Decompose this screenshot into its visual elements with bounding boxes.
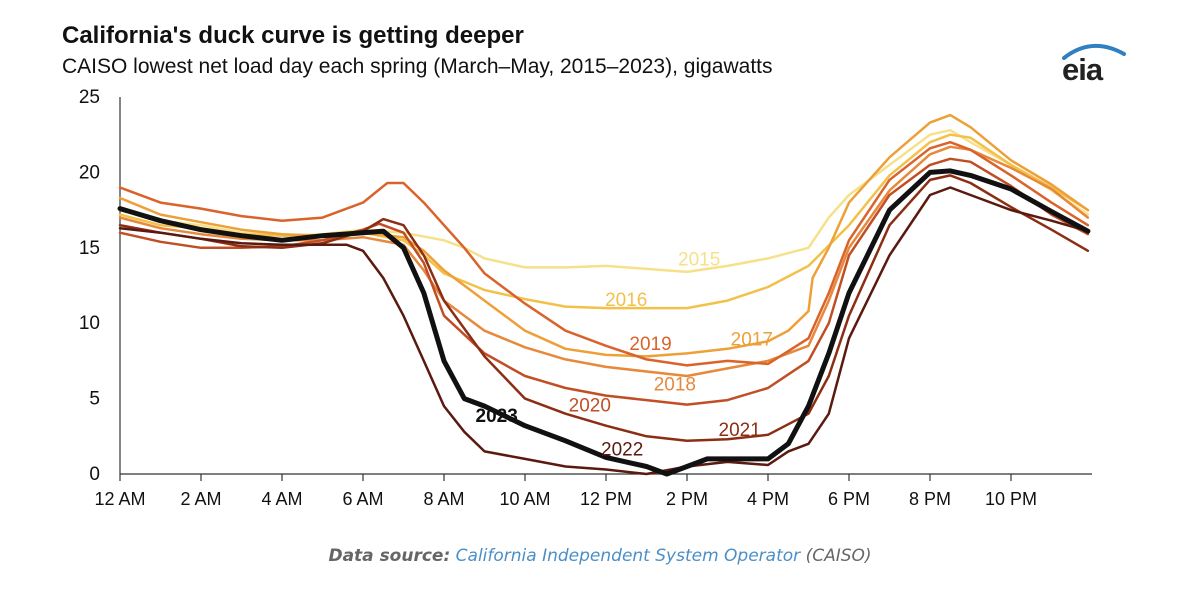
series-label-2015: 2015: [678, 249, 720, 270]
series-label-2023: 2023: [476, 406, 518, 427]
series-lines: [117, 113, 1091, 477]
x-tick-label: 12 PM: [580, 489, 632, 509]
eia-logo: eia: [1058, 40, 1130, 88]
series-label-2022: 2022: [601, 439, 643, 460]
source-label: Data source:: [328, 546, 451, 566]
series-line-2023: [117, 168, 1091, 477]
series-label-2019: 2019: [629, 334, 671, 355]
series-line-2020: [118, 157, 1090, 406]
x-tick-label: 2 AM: [180, 489, 221, 509]
x-tick-label: 10 PM: [985, 489, 1037, 509]
y-tick-label: 25: [79, 87, 100, 108]
x-tick-label: 6 AM: [342, 489, 383, 509]
series-line-2022: [118, 186, 1090, 476]
chart-subtitle: CAISO lowest net load day each spring (M…: [62, 55, 773, 78]
series-label-2016: 2016: [605, 290, 647, 311]
x-tick-label: 4 AM: [261, 489, 302, 509]
series-line-2019: [118, 140, 1090, 367]
x-axis-ticks: 12 AM 2 AM 4 AM 6 AM 8 AM 10 AM 12 PM 2 PM 4 PM 6…: [94, 474, 1037, 509]
x-tick-label: 2 PM: [666, 489, 708, 509]
x-tick-label: 4 PM: [747, 489, 789, 509]
x-tick-label: 10 AM: [499, 489, 550, 509]
duck-curve-chart: 12 AM 2 AM 4 AM 6 AM 8 AM 10 AM 12 PM 2 PM 4 PM 6…: [79, 87, 1092, 509]
logo-text: eia: [1062, 52, 1103, 87]
series-label-2017: 2017: [731, 329, 773, 350]
x-tick-label: 12 AM: [94, 489, 145, 509]
series-label-2021: 2021: [719, 420, 761, 441]
series-line-2018: [118, 145, 1090, 378]
y-tick-label: 10: [79, 313, 100, 334]
y-tick-label: 0: [89, 464, 100, 485]
source-suffix: (CAISO): [805, 546, 872, 566]
y-tick-label: 20: [79, 162, 100, 183]
series-label-2018: 2018: [654, 375, 696, 396]
y-tick-label: 15: [79, 238, 100, 259]
y-tick-label: 5: [89, 389, 100, 410]
x-tick-label: 8 AM: [423, 489, 464, 509]
x-tick-label: 6 PM: [828, 489, 870, 509]
series-label-2020: 2020: [569, 396, 611, 417]
y-axis-ticks: 0 5 10 15 20 25: [79, 87, 100, 485]
series-line-2015: [118, 128, 1090, 274]
series-labels: 2015 2016 2017 2018 2019 2020 2021 2022 2023: [476, 249, 773, 460]
x-tick-label: 8 PM: [909, 489, 951, 509]
logo-swoosh-icon: [1062, 43, 1126, 60]
chart-title: California's duck curve is getting deepe…: [62, 22, 524, 49]
data-source: Data source: California Independent Syst…: [0, 546, 1200, 566]
source-link[interactable]: California Independent System Operator: [455, 546, 801, 566]
